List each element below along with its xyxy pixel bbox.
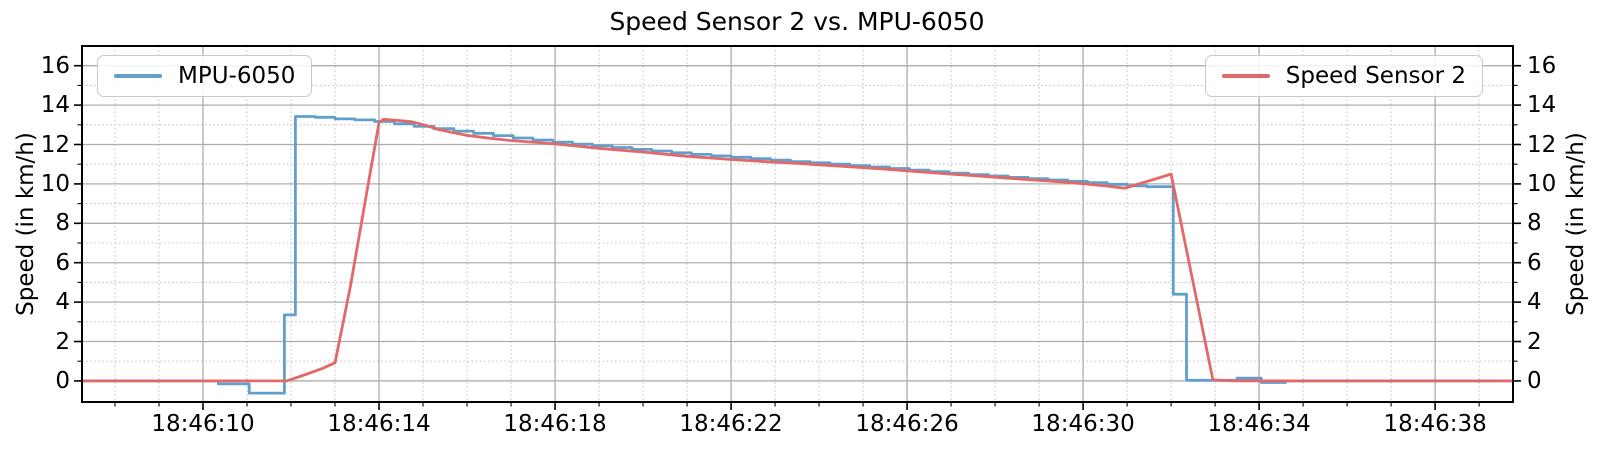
- left-y-tick-label: 4: [55, 289, 70, 316]
- right-y-tick-label: 0: [1527, 367, 1542, 394]
- x-tick-label: 18:46:18: [503, 411, 607, 437]
- left-y-tick-label: 16: [40, 52, 70, 79]
- right-y-tick-label: 12: [1527, 131, 1557, 158]
- left-y-tick-label: 2: [55, 328, 70, 355]
- legend-mpu-6050: MPU-6050: [97, 55, 313, 97]
- right-y-tick-label: 6: [1527, 249, 1542, 276]
- right-y-tick-label: 14: [1527, 92, 1557, 119]
- right-y-tick-label: 8: [1527, 210, 1542, 237]
- legend-label-mpu-6050: MPU-6050: [178, 63, 296, 89]
- legend-line-swatch-red: [1221, 74, 1270, 78]
- right-y-tick-label: 16: [1527, 52, 1557, 79]
- x-tick-label: 18:46:30: [1031, 411, 1135, 437]
- left-y-tick-label: 10: [40, 170, 70, 197]
- x-tick-label: 18:46:10: [151, 411, 255, 437]
- left-y-tick-label: 8: [55, 210, 70, 237]
- right-y-tick-label: 4: [1527, 289, 1542, 316]
- x-tick-label: 18:46:22: [679, 411, 783, 437]
- left-y-tick-label: 0: [55, 367, 70, 394]
- legend-line-swatch-blue: [114, 74, 162, 78]
- legend-label-speed-sensor-2: Speed Sensor 2: [1285, 63, 1466, 89]
- left-y-tick-label: 14: [40, 92, 70, 119]
- right-y-tick-label: 2: [1527, 328, 1542, 355]
- x-tick-label: 18:46:38: [1383, 411, 1487, 437]
- x-tick-label: 18:46:26: [855, 411, 959, 437]
- x-tick-label: 18:46:34: [1207, 411, 1311, 437]
- right-y-tick-label: 10: [1527, 170, 1557, 197]
- legend-speed-sensor-2: Speed Sensor 2: [1204, 55, 1483, 97]
- x-tick-label: 18:46:14: [327, 411, 431, 437]
- chart-title: Speed Sensor 2 vs. MPU-6050: [609, 7, 985, 36]
- left-y-tick-label: 12: [40, 131, 70, 158]
- left-y-tick-label: 6: [55, 249, 70, 276]
- right-y-axis-label: Speed (in km/h): [1563, 132, 1589, 316]
